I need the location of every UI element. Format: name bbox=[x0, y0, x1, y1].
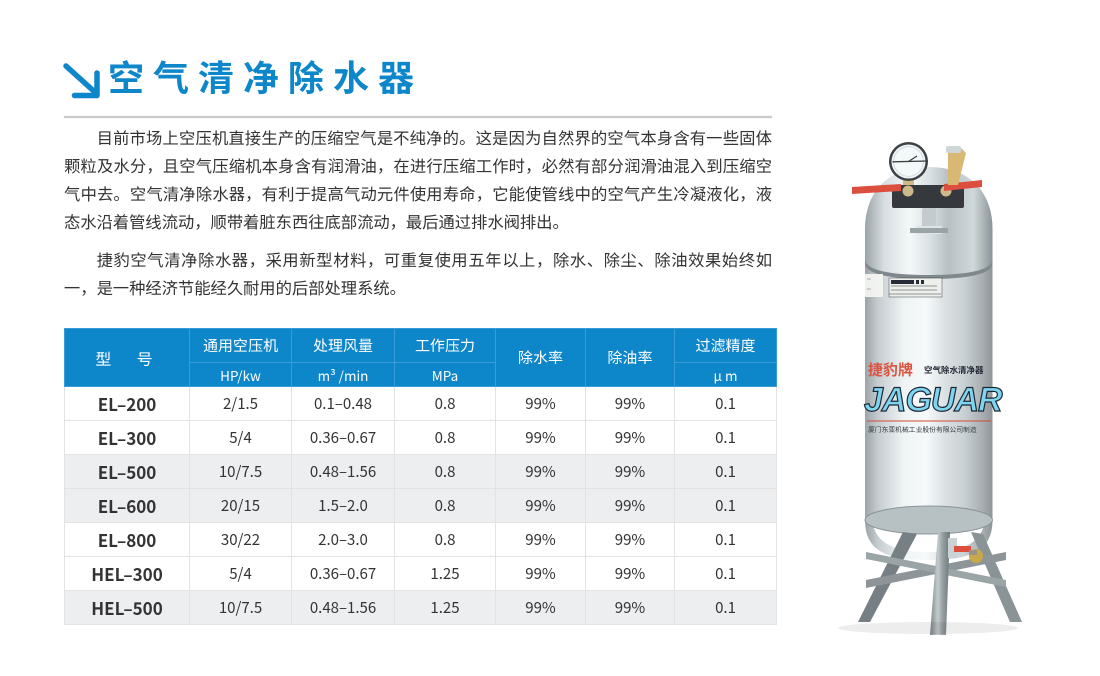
svg-text:SN: SN bbox=[867, 277, 871, 281]
svg-text:捷豹牌: 捷豹牌 bbox=[868, 359, 913, 380]
svg-text:厦门东亚机械工业股份有限公司制造: 厦门东亚机械工业股份有限公司制造 bbox=[868, 424, 977, 434]
svg-text:空气除水清净器: 空气除水清净器 bbox=[924, 364, 984, 376]
svg-text:NO: NO bbox=[867, 287, 871, 291]
svg-text:JAGUAR: JAGUAR bbox=[864, 381, 1003, 419]
